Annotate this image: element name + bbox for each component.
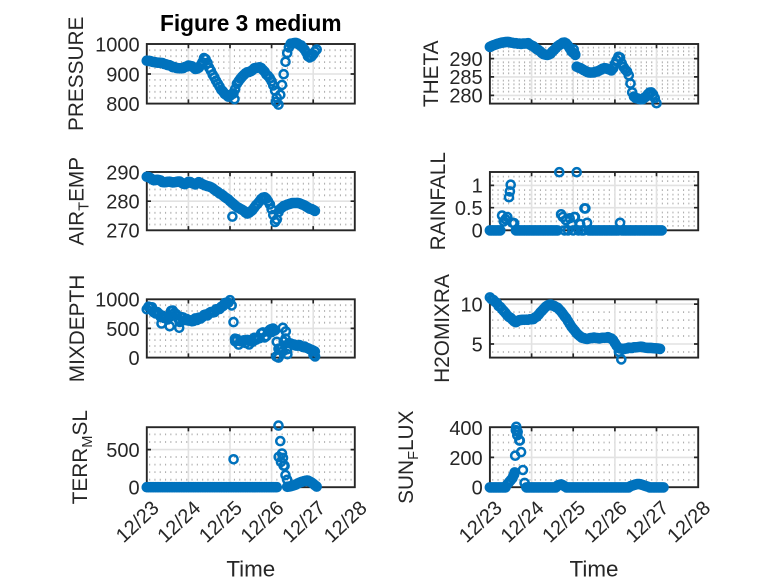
svg-text:1: 1 xyxy=(472,176,483,198)
svg-text:280: 280 xyxy=(106,192,139,214)
svg-text:THETA: THETA xyxy=(420,40,443,107)
svg-text:280: 280 xyxy=(449,86,482,108)
svg-text:400: 400 xyxy=(449,418,482,440)
svg-text:10: 10 xyxy=(460,294,482,316)
svg-text:290: 290 xyxy=(106,162,139,184)
svg-text:Time: Time xyxy=(226,557,275,582)
svg-text:500: 500 xyxy=(106,440,139,462)
svg-text:0: 0 xyxy=(472,478,483,500)
svg-text:Time: Time xyxy=(570,557,619,582)
svg-text:0: 0 xyxy=(128,348,139,370)
svg-text:900: 900 xyxy=(106,64,139,86)
svg-text:Figure 3 medium: Figure 3 medium xyxy=(160,10,342,36)
svg-text:5: 5 xyxy=(472,334,483,356)
svg-text:500: 500 xyxy=(106,319,139,341)
svg-text:PRESSURE: PRESSURE xyxy=(65,17,88,131)
svg-text:0.5: 0.5 xyxy=(455,198,483,220)
svg-text:270: 270 xyxy=(106,221,139,243)
svg-text:1000: 1000 xyxy=(95,35,140,57)
svg-text:TERRMSL: TERRMSL xyxy=(69,410,96,504)
svg-text:800: 800 xyxy=(106,94,139,116)
svg-text:MIXDEPTH: MIXDEPTH xyxy=(66,275,89,382)
svg-text:0: 0 xyxy=(128,477,139,499)
svg-text:1000: 1000 xyxy=(95,290,140,312)
svg-text:H2OMIXRA: H2OMIXRA xyxy=(431,274,454,383)
svg-text:0: 0 xyxy=(472,221,483,243)
svg-text:RAINFALL: RAINFALL xyxy=(427,152,450,250)
svg-text:290: 290 xyxy=(449,49,482,71)
svg-text:285: 285 xyxy=(449,67,482,89)
svg-text:200: 200 xyxy=(449,448,482,470)
svg-text:AIRTEMP: AIRTEMP xyxy=(66,157,93,246)
